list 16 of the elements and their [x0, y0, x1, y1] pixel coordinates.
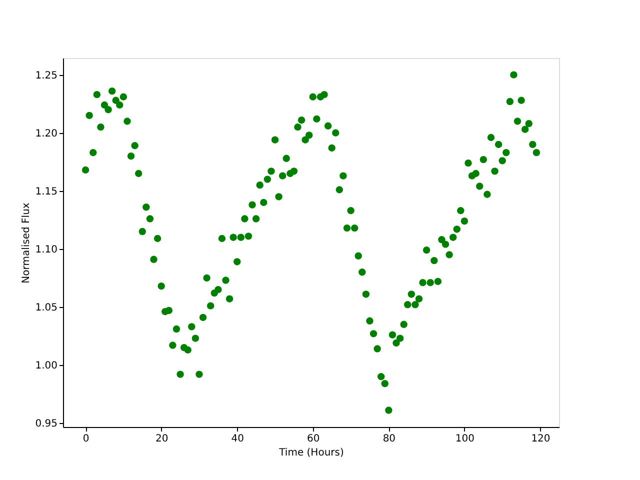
y-tick-label: 1.15	[35, 186, 58, 198]
x-axis-title: Time (Hours)	[278, 448, 344, 458]
y-tick-label: 1.20	[35, 128, 58, 140]
x-tick-label: 40	[231, 434, 244, 444]
x-tick-label: 100	[455, 434, 475, 444]
x-tick-label: 80	[382, 434, 396, 444]
y-axis-title: Normalised Flux	[21, 202, 32, 284]
y-tick-label: 1.05	[35, 302, 58, 314]
y-tick-label: 1.00	[35, 360, 58, 372]
x-tick-label: 0	[82, 434, 90, 444]
x-tick-label: 20	[155, 434, 168, 444]
x-tick-label: 120	[531, 434, 550, 444]
y-tick-label: 1.25	[35, 70, 58, 82]
x-tick-label: 60	[307, 434, 320, 444]
y-tick-label: 0.95	[35, 418, 58, 430]
y-tick-label: 1.10	[35, 244, 58, 256]
